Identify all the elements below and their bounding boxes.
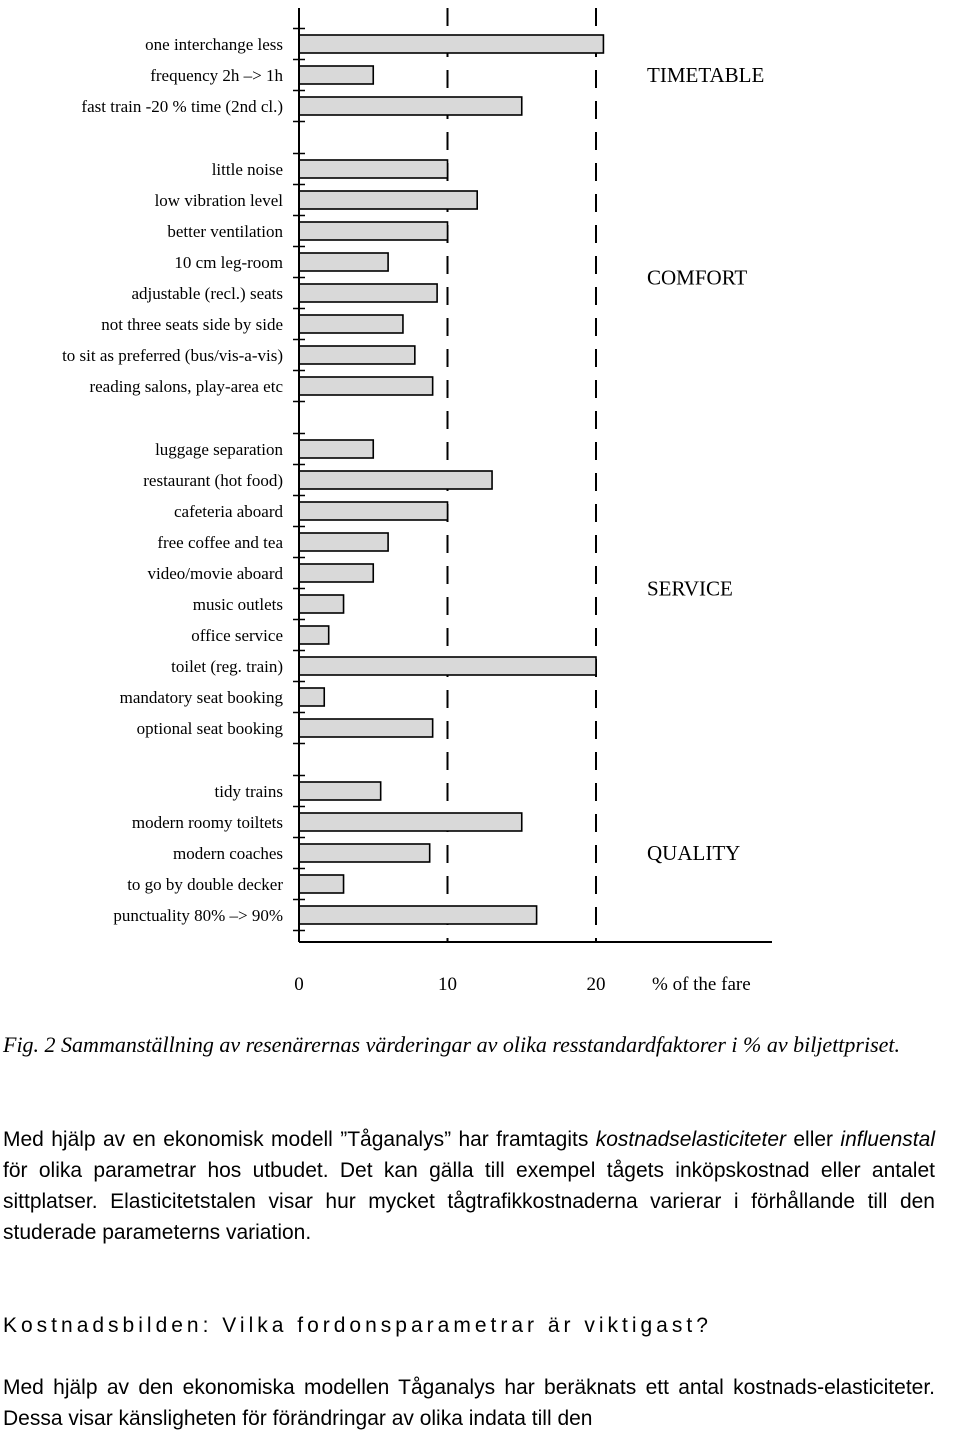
category-label: music outlets: [193, 595, 283, 614]
category-label: modern roomy toiltets: [132, 813, 283, 832]
bar-2-2: [298, 501, 449, 521]
category-label: frequency 2h –> 1h: [150, 66, 283, 85]
bar-1-3: [298, 252, 389, 272]
x-tick-label: 10: [438, 974, 457, 995]
bar-1-0: [298, 159, 449, 179]
bar-1-2: [298, 221, 449, 241]
bar-2-8: [298, 687, 326, 707]
category-label: tidy trains: [215, 782, 283, 801]
section-heading: Kostnadsbilden: Vilka fordonsparametrar …: [3, 1314, 712, 1337]
category-label: modern coaches: [173, 844, 283, 863]
category-label: better ventilation: [167, 222, 283, 241]
x-axis-unit-label: % of the fare: [652, 974, 751, 995]
x-tick-label: 20: [587, 974, 606, 995]
bar-1-6: [298, 345, 416, 365]
category-labels: one interchange less frequency 2h –> 1h fa…: [62, 35, 283, 925]
category-label: to sit as preferred (bus/vis-a-vis): [62, 346, 283, 365]
bar-0-2: [298, 96, 523, 116]
bar-2-5: [298, 594, 345, 614]
category-label: to go by double decker: [127, 875, 283, 894]
category-label: low vibration level: [155, 191, 284, 210]
bar-2-6: [298, 625, 330, 645]
group-label: COMFORT: [647, 266, 747, 290]
paragraph-1-term-a: kostnadselasticiteter: [595, 1128, 786, 1151]
category-label: video/movie aboard: [148, 564, 284, 583]
bar-0-0: [298, 34, 605, 54]
bar-3-1: [298, 812, 523, 832]
category-label: not three seats side by side: [101, 315, 283, 334]
category-label: adjustable (recl.) seats: [131, 284, 283, 303]
category-label: luggage separation: [155, 440, 283, 459]
bar-2-9: [298, 718, 434, 738]
group-label: QUALITY: [647, 841, 740, 865]
category-label: toilet (reg. train): [171, 657, 283, 676]
paragraph-1-term-b: influenstal: [840, 1128, 935, 1151]
figure-caption: Fig. 2 Sammanställning av resenärernas v…: [3, 1032, 901, 1057]
bar-3-0: [298, 781, 382, 801]
bar-1-5: [298, 314, 404, 334]
bar-2-0: [298, 439, 375, 459]
category-label: free coffee and tea: [157, 533, 283, 552]
bar-3-2: [298, 843, 431, 863]
category-label: punctuality 80% –> 90%: [113, 906, 283, 925]
paragraph-1-text-a: Med hjälp av en ekonomisk modell ”Tågana…: [3, 1128, 596, 1151]
paragraph-1-text-b: eller: [786, 1128, 841, 1151]
bar-0-1: [298, 65, 375, 85]
bar-2-4: [298, 563, 375, 583]
category-label: fast train -20 % time (2nd cl.): [81, 97, 283, 116]
x-tick-label: 0: [294, 974, 304, 995]
bar-2-7: [298, 656, 597, 676]
category-label: restaurant (hot food): [143, 471, 283, 490]
category-label: little noise: [212, 160, 283, 179]
bar-1-1: [298, 190, 478, 210]
paragraph-1: Med hjälp av en ekonomisk modell ”Tågana…: [3, 1124, 935, 1248]
x-axis: 0 10 20 % of the fare: [293, 8, 772, 995]
category-label: 10 cm leg-room: [174, 253, 283, 272]
category-label: cafeteria aboard: [174, 502, 283, 521]
bar-2-1: [298, 470, 493, 490]
bar-2-3: [298, 532, 389, 552]
category-label: one interchange less: [145, 35, 283, 54]
category-label: office service: [191, 626, 283, 645]
group-label: TIMETABLE: [647, 63, 764, 87]
bars: [298, 34, 605, 925]
group-labels: TIMETABLE COMFORT SERVICE QUALITY: [647, 63, 764, 865]
category-label: optional seat booking: [137, 719, 284, 738]
group-label: SERVICE: [647, 577, 733, 601]
bar-3-4: [298, 905, 538, 925]
bar-3-3: [298, 874, 345, 894]
category-label: mandatory seat booking: [120, 688, 284, 707]
bar-1-4: [298, 283, 438, 303]
paragraph-1-text-c: för olika parametrar hos utbudet. Det ka…: [3, 1159, 935, 1244]
bar-chart: one interchange less frequency 2h –> 1h fa…: [62, 8, 772, 995]
paragraph-2: Med hjälp av den ekonomiska modellen Tåg…: [3, 1376, 935, 1430]
bar-1-7: [298, 376, 434, 396]
category-label: reading salons, play-area etc: [89, 377, 283, 396]
